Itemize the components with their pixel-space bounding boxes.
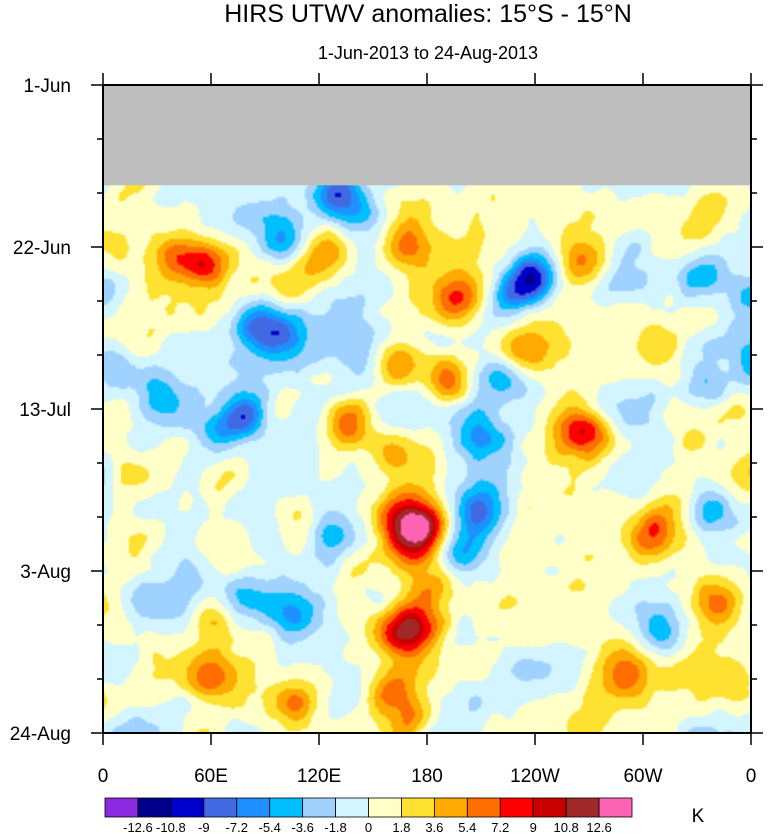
x-tick-label: 60E bbox=[194, 766, 228, 787]
y-tick-label: 13-Jul bbox=[19, 400, 71, 421]
colorbar-swatch bbox=[598, 797, 633, 818]
colorbar-level-label: 7.2 bbox=[491, 820, 509, 834]
y-tick-label: 1-Jun bbox=[23, 76, 71, 97]
x-tick-label: 120W bbox=[510, 766, 560, 787]
colorbar-swatch bbox=[104, 797, 139, 818]
colorbar-level-label: -12.6 bbox=[123, 820, 153, 834]
x-tick-label: 0 bbox=[746, 766, 757, 787]
colorbar-level-label: -1.8 bbox=[324, 820, 346, 834]
missing-data-band bbox=[103, 85, 751, 186]
colorbar-level-label: 12.6 bbox=[586, 820, 611, 834]
colorbar-level-label: 0 bbox=[365, 820, 372, 834]
colorbar-level-label: -7.2 bbox=[226, 820, 248, 834]
colorbar-swatch bbox=[368, 797, 402, 818]
chart-subtitle: 1-Jun-2013 to 24-Aug-2013 bbox=[318, 43, 538, 63]
colorbar-level-label: -10.8 bbox=[156, 820, 186, 834]
colorbar-level-label: 3.6 bbox=[425, 820, 443, 834]
colorbar-swatch bbox=[565, 797, 600, 818]
chart-title: HIRS UTWV anomalies: 15°S - 15°N bbox=[224, 0, 632, 28]
colorbar: -12.6 -10.8 -9 -7.2 -5.4 -3.6 -1.8 0 1.8 3.6 5.4 7.… bbox=[104, 797, 633, 834]
colorbar-swatch bbox=[466, 797, 501, 818]
colorbar-swatch bbox=[236, 797, 271, 818]
colorbar-level-label: 5.4 bbox=[458, 820, 476, 834]
colorbar-swatch bbox=[532, 797, 567, 818]
x-tick-label: 0 bbox=[98, 766, 109, 787]
colorbar-level-label: 1.8 bbox=[392, 820, 410, 834]
colorbar-level-label: -3.6 bbox=[291, 820, 313, 834]
colorbar-swatch bbox=[170, 797, 205, 818]
heatmap-field bbox=[103, 85, 751, 733]
y-tick-label: 24-Aug bbox=[10, 724, 71, 745]
colorbar-swatch bbox=[335, 797, 369, 818]
colorbar-swatch bbox=[269, 797, 304, 818]
colorbar-swatch bbox=[401, 797, 435, 818]
colorbar-swatch bbox=[137, 797, 172, 818]
y-tick-label: 3-Aug bbox=[20, 562, 71, 583]
colorbar-swatch bbox=[433, 797, 468, 818]
colorbar-level-label: 10.8 bbox=[553, 820, 578, 834]
y-axis: 1-Jun 22-Jun 13-Jul 3-Aug 24-Aug bbox=[10, 76, 763, 745]
anomaly-contour-image bbox=[103, 85, 751, 733]
colorbar-unit: K bbox=[692, 806, 705, 827]
x-tick-label: 120E bbox=[297, 766, 341, 787]
colorbar-level-label: 9 bbox=[530, 820, 537, 834]
x-tick-label: 180 bbox=[411, 766, 443, 787]
colorbar-swatch bbox=[203, 797, 238, 818]
colorbar-swatch bbox=[302, 797, 336, 818]
x-axis: 0 60E 120E 180 120W 60W 0 bbox=[98, 73, 757, 787]
colorbar-level-label: -5.4 bbox=[258, 820, 280, 834]
x-tick-label: 60W bbox=[623, 766, 662, 787]
colorbar-level-label: -9 bbox=[198, 820, 210, 834]
y-tick-label: 22-Jun bbox=[13, 238, 71, 259]
colorbar-swatch bbox=[499, 797, 534, 818]
